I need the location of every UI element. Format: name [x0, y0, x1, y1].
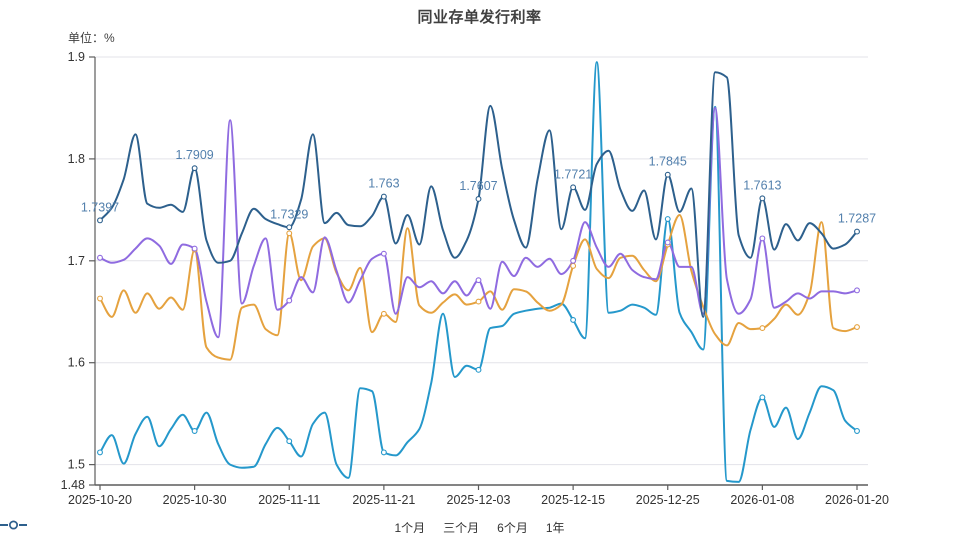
legend-label: 1年	[545, 521, 565, 535]
x-axis-label: 2026-01-08	[730, 493, 794, 507]
y-axis-label: 1.5	[68, 458, 85, 472]
series-marker-6m[interactable]	[854, 287, 860, 294]
series-marker-1y[interactable]	[759, 195, 766, 202]
series-marker-1y[interactable]	[570, 184, 577, 191]
series-marker-1y[interactable]	[191, 165, 198, 172]
series-marker-1m[interactable]	[664, 216, 671, 222]
series-marker-1y[interactable]	[286, 224, 293, 231]
series-marker-1m[interactable]	[191, 428, 198, 434]
data-point-label: 1.7909	[176, 148, 214, 162]
x-axis-label: 2025-10-30	[163, 493, 227, 507]
x-axis-label: 2025-11-21	[352, 493, 415, 507]
series-marker-1m[interactable]	[759, 394, 766, 401]
series-marker-6m[interactable]	[286, 297, 293, 304]
series-marker-3m[interactable]	[286, 230, 293, 237]
chart-legend: 1个月 三个月 6个月 1年	[0, 519, 959, 536]
series-marker-1y[interactable]	[475, 196, 482, 202]
x-axis-label: 2025-11-11	[258, 493, 320, 507]
series-marker-6m[interactable]	[759, 235, 766, 242]
series-marker-1m[interactable]	[286, 438, 293, 445]
series-marker-3m[interactable]	[854, 324, 860, 330]
series-marker-1m[interactable]	[380, 449, 387, 456]
series-marker-1y[interactable]	[854, 228, 860, 235]
series-marker-1m[interactable]	[475, 366, 482, 373]
x-axis-label: 2025-12-03	[447, 493, 511, 507]
series-marker-6m[interactable]	[570, 257, 577, 264]
legend-label: 1个月	[394, 521, 426, 535]
chart-title: 同业存单发行利率	[417, 9, 542, 26]
series-marker-6m[interactable]	[380, 250, 387, 257]
data-point-label: 1.7613	[743, 178, 781, 192]
series-marker-1y[interactable]	[664, 171, 671, 178]
data-point-label: 1.7845	[649, 155, 687, 169]
y-axis-unit-label: 单位：%	[68, 31, 115, 45]
series-marker-3m[interactable]	[97, 295, 103, 302]
data-point-label: 1.7607	[459, 179, 497, 193]
legend-item-1m[interactable]: 1个月	[0, 519, 426, 536]
series-marker-6m[interactable]	[191, 245, 198, 252]
legend-label: 6个月	[497, 521, 528, 535]
y-axis-label: 1.48	[61, 478, 85, 492]
x-axis-label: 2025-12-15	[541, 493, 605, 507]
series-marker-6m[interactable]	[97, 254, 103, 261]
series-marker-6m[interactable]	[664, 239, 671, 246]
data-point-label: 1.7721	[554, 167, 592, 181]
data-point-label: 1.763	[368, 177, 399, 191]
legend-item-3m[interactable]: 三个月	[0, 519, 480, 536]
series-line-1m	[99, 61, 858, 483]
series-marker-1m[interactable]	[854, 428, 860, 434]
x-axis-label: 2025-12-25	[636, 493, 700, 507]
y-axis-label: 1.7	[68, 254, 85, 268]
series-line-3m	[99, 214, 858, 361]
x-axis-label: 2025-10-20	[68, 493, 132, 507]
y-axis-label: 1.8	[68, 152, 85, 166]
y-axis-label: 1.9	[68, 50, 85, 64]
series-marker-1y[interactable]	[380, 193, 387, 200]
legend-label: 三个月	[443, 521, 480, 535]
series-line-1y	[99, 71, 858, 318]
series-marker-3m[interactable]	[475, 298, 482, 305]
series-marker-3m[interactable]	[759, 325, 766, 332]
data-point-label: 1.7329	[270, 207, 308, 221]
legend-line-circle-icon	[0, 520, 27, 530]
y-axis-label: 1.6	[68, 356, 85, 370]
data-point-label: 1.7397	[81, 200, 119, 214]
x-axis-label: 2026-01-20	[825, 493, 889, 507]
series-marker-1m[interactable]	[97, 449, 103, 456]
data-point-label: 1.7287	[838, 212, 876, 226]
series-marker-1m[interactable]	[570, 316, 577, 323]
series-marker-3m[interactable]	[570, 262, 577, 269]
series-marker-6m[interactable]	[475, 277, 482, 284]
series-marker-1y[interactable]	[97, 217, 103, 224]
legend-item-6m[interactable]: 6个月	[0, 519, 528, 536]
series-marker-3m[interactable]	[380, 310, 387, 317]
legend-item-1y[interactable]: 1年	[0, 519, 565, 536]
